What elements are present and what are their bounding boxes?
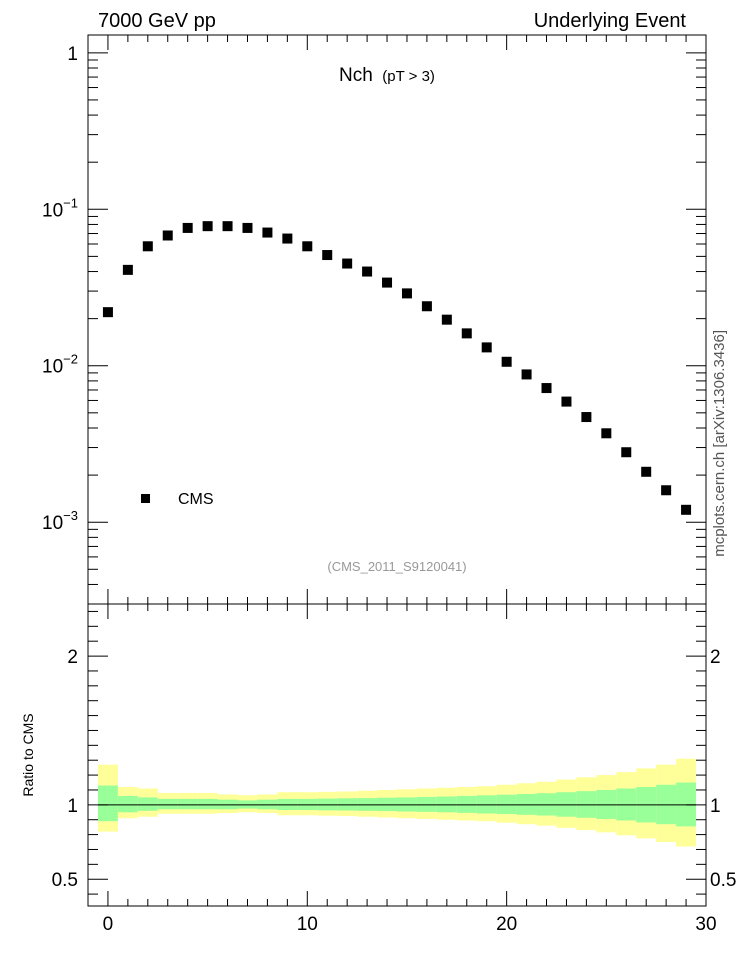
x-tick-label: 20 bbox=[496, 914, 517, 935]
data-point bbox=[481, 342, 492, 353]
ratio-plot-frame bbox=[87, 603, 707, 907]
side-label: mcplots.cern.ch [arXiv:1306.3436] bbox=[711, 330, 728, 557]
data-point bbox=[661, 485, 672, 496]
ratio-y-tick-label-left: 0.5 bbox=[52, 870, 78, 891]
ratio-y-tick-label-left: 1 bbox=[67, 796, 78, 817]
data-point bbox=[681, 504, 692, 515]
analysis-id: (CMS_2011_S9120041) bbox=[327, 559, 466, 574]
ratio-band-inner bbox=[117, 795, 138, 813]
data-point bbox=[421, 301, 432, 312]
data-point bbox=[102, 307, 113, 318]
header-right: Underlying Event bbox=[534, 10, 687, 32]
data-point bbox=[501, 356, 512, 367]
x-tick-label: 0 bbox=[103, 914, 114, 935]
data-point bbox=[521, 369, 532, 380]
ratio-uncertainty-bands bbox=[97, 758, 697, 847]
chart-title: Nch (pT > 3) bbox=[339, 65, 435, 86]
data-point bbox=[441, 314, 452, 325]
y-tick-label: 1 bbox=[67, 44, 78, 65]
data-point bbox=[202, 221, 213, 232]
data-point bbox=[641, 466, 652, 477]
y-tick-label-exponent: −2 bbox=[63, 352, 78, 367]
ratio-ylabel: Ratio to CMS bbox=[20, 713, 36, 796]
data-point bbox=[242, 222, 253, 233]
ratio-band-inner bbox=[157, 798, 178, 810]
legend-label: CMS bbox=[178, 491, 214, 508]
data-point bbox=[182, 222, 193, 233]
data-point bbox=[561, 396, 572, 407]
data-point bbox=[262, 227, 273, 238]
ratio-y-tick-label-left: 2 bbox=[67, 647, 78, 668]
chart-title-main: Nch bbox=[339, 65, 373, 86]
data-point bbox=[461, 328, 472, 339]
ratio-y-tick-label-right: 0.5 bbox=[710, 870, 736, 891]
ratio-band-inner bbox=[137, 797, 158, 811]
ratio-band-inner bbox=[197, 798, 218, 810]
data-point bbox=[282, 233, 293, 244]
y-tick-label-base: 1 bbox=[67, 44, 78, 65]
data-point bbox=[362, 266, 373, 277]
y-tick-label: 10−3 bbox=[42, 508, 78, 534]
x-tick-label: 30 bbox=[695, 914, 716, 935]
ratio-y-tick-label-right: 1 bbox=[710, 796, 721, 817]
legend-marker bbox=[141, 494, 150, 503]
data-point bbox=[142, 241, 153, 252]
y-tick-label-exponent: −1 bbox=[63, 195, 78, 210]
data-point bbox=[222, 221, 233, 232]
ratio-band-inner bbox=[177, 798, 198, 810]
y-tick-label-base: 10 bbox=[42, 357, 63, 378]
data-points bbox=[102, 221, 692, 515]
plot-frames bbox=[87, 34, 707, 907]
data-point bbox=[581, 412, 592, 423]
ratio-y-tick-label-right: 2 bbox=[710, 647, 721, 668]
chart-title-sub: (pT > 3) bbox=[382, 68, 435, 85]
y-tick-label: 10−1 bbox=[42, 195, 78, 221]
data-point bbox=[322, 250, 333, 261]
axis-ticks bbox=[87, 35, 707, 906]
y-tick-label-base: 10 bbox=[42, 200, 63, 221]
data-point bbox=[382, 277, 393, 288]
y-tick-label-base: 10 bbox=[42, 513, 63, 534]
data-point bbox=[401, 288, 412, 299]
data-point bbox=[621, 447, 632, 458]
main-plot-frame bbox=[87, 34, 707, 605]
y-tick-label: 10−2 bbox=[42, 352, 78, 378]
header-left: 7000 GeV pp bbox=[98, 10, 216, 32]
y-tick-label-exponent: −3 bbox=[63, 508, 78, 523]
data-point bbox=[122, 264, 133, 275]
ratio-band-inner bbox=[97, 785, 118, 822]
data-point bbox=[601, 428, 612, 439]
data-point bbox=[162, 230, 173, 241]
x-tick-label: 10 bbox=[297, 914, 318, 935]
data-point bbox=[342, 258, 353, 269]
data-point bbox=[302, 241, 313, 252]
data-point bbox=[541, 383, 552, 394]
